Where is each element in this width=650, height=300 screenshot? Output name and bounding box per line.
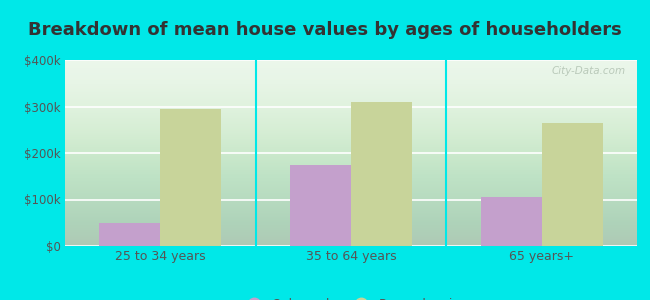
Bar	[161, 109, 222, 246]
Bar	[290, 165, 351, 246]
Text: City-Data.com: City-Data.com	[551, 66, 625, 76]
Bar	[99, 223, 161, 246]
Bar	[541, 123, 603, 246]
Bar	[351, 102, 412, 246]
Bar	[480, 197, 541, 246]
Legend: Oakwood, Pennsylvania: Oakwood, Pennsylvania	[237, 293, 465, 300]
Text: Breakdown of mean house values by ages of householders: Breakdown of mean house values by ages o…	[28, 21, 622, 39]
